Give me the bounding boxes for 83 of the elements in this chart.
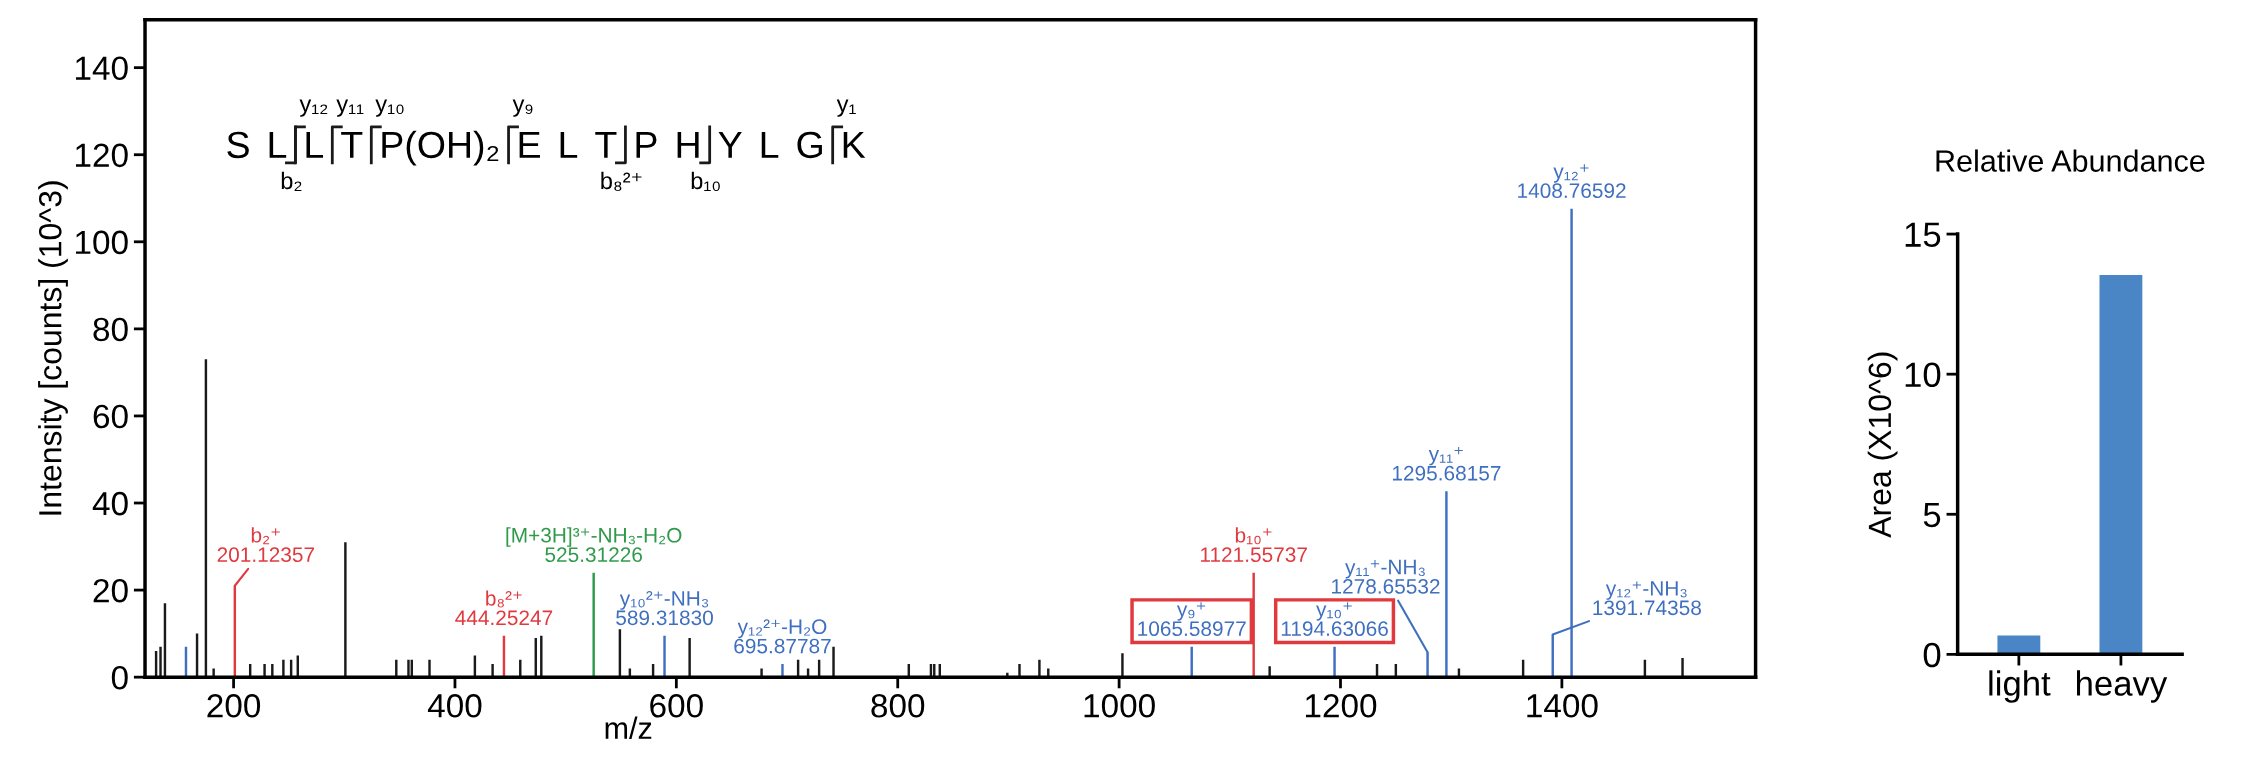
- y-tick-label: 0: [111, 665, 128, 690]
- annotation: b₈²⁺: [601, 171, 642, 192]
- x-tick-label: light: [1989, 670, 2051, 703]
- annotation: b₂⁺ 201.12357: [217, 527, 315, 563]
- x-axis-title: m/z: [605, 716, 652, 740]
- y-axis-title: Intensity [counts] (10^3): [38, 181, 68, 515]
- bar: [592, 572, 595, 678]
- bar: [540, 635, 543, 678]
- chart-title: Relative Abundance: [1936, 149, 2205, 172]
- annotation: y₁₀²⁺-NH₃ 589.31830: [616, 591, 713, 626]
- bar: [159, 646, 162, 678]
- annotation: E: [519, 132, 540, 158]
- y-tick-label: 60: [93, 404, 128, 429]
- x-tick-label: 1200: [1305, 694, 1377, 718]
- bar: [781, 664, 784, 678]
- annotation: G: [797, 131, 822, 159]
- bar: [344, 542, 347, 678]
- y-tick-label: 5: [1923, 502, 1941, 528]
- annotation: y₁₁⁺-NH₃ 1278.65532: [1332, 559, 1440, 594]
- x-tick-label: 800: [871, 694, 925, 718]
- annotation: y₉: [512, 99, 533, 117]
- x-tick-label: 1000: [1084, 694, 1155, 718]
- y-tick-label: 0: [1923, 642, 1941, 668]
- y-tick-label: 20: [93, 578, 128, 603]
- annotation: y₁₁: [336, 99, 364, 117]
- bar: [1333, 646, 1336, 678]
- annotation: y₁₂⁺-NH₃ 1391.74358: [1593, 581, 1701, 616]
- annotation: K: [843, 132, 866, 158]
- annotation: L: [306, 132, 324, 158]
- bar: [212, 668, 215, 678]
- bar: [1445, 491, 1448, 678]
- annotation: L: [761, 132, 779, 158]
- bar: [1018, 664, 1021, 678]
- bar: [1121, 653, 1124, 678]
- annotation: L: [269, 132, 287, 158]
- bar: [663, 635, 666, 678]
- bar: [491, 664, 494, 678]
- annotation: y₁₀⁺ 1194.63066: [1281, 602, 1388, 637]
- annotation: y₁: [836, 99, 856, 117]
- annotation: [M+3H]³⁺-NH₃-H₂O 525.31226: [506, 527, 682, 563]
- annotation: P: [636, 132, 657, 158]
- annotation: H: [677, 132, 699, 158]
- annotation: y₁₂: [299, 99, 328, 117]
- annotation: S: [227, 131, 249, 159]
- bar: [1681, 658, 1684, 678]
- annotation: y₉⁺ 1065.58977: [1138, 602, 1246, 637]
- x-tick-label: 600: [650, 694, 703, 718]
- bar: [1190, 646, 1193, 678]
- annotation: y₁₀: [375, 99, 404, 117]
- y-tick-label: 10: [1905, 362, 1941, 388]
- y-axis-title: Area (X10^6): [1867, 352, 1898, 538]
- annotation: b₁₀: [691, 171, 720, 192]
- bar: [1038, 659, 1041, 678]
- annotation: T: [341, 132, 363, 158]
- x-tick-label: 400: [427, 694, 482, 718]
- bar: [760, 668, 763, 678]
- bar: [263, 664, 266, 678]
- y-tick-label: 140: [75, 56, 128, 81]
- x-tick-label: heavy: [2077, 670, 2168, 703]
- annotation: Y: [718, 132, 742, 158]
- bar: [428, 659, 431, 678]
- annotation: L: [560, 132, 578, 158]
- annotation: b₂: [281, 171, 302, 191]
- bar: [395, 659, 398, 678]
- annotation: b₁₀⁺ 1121.55737: [1201, 527, 1307, 563]
- bar: [832, 646, 835, 678]
- y-tick-label: 40: [92, 491, 128, 516]
- bar: [271, 664, 274, 678]
- y-tick-label: 100: [75, 230, 128, 255]
- annotation: T: [595, 132, 617, 158]
- x-tick-label: 200: [207, 694, 261, 718]
- bar: [1268, 666, 1271, 678]
- y-tick-label: 80: [93, 317, 128, 342]
- annotation: y₁₂⁺ 1408.76592: [1518, 164, 1626, 199]
- annotation: y₁₁⁺ 1295.68157: [1392, 446, 1501, 481]
- y-tick-label: 120: [75, 143, 128, 168]
- annotation: b₈²⁺ 444.25247: [455, 590, 553, 626]
- bar: [688, 637, 691, 678]
- annotation: P(OH)₂: [382, 130, 499, 166]
- annotation: y₁₂²⁺-H₂O 695.87787: [734, 619, 831, 654]
- bar: [282, 659, 285, 678]
- y-tick-label: 15: [1905, 222, 1941, 247]
- x-tick-label: 1400: [1527, 694, 1598, 718]
